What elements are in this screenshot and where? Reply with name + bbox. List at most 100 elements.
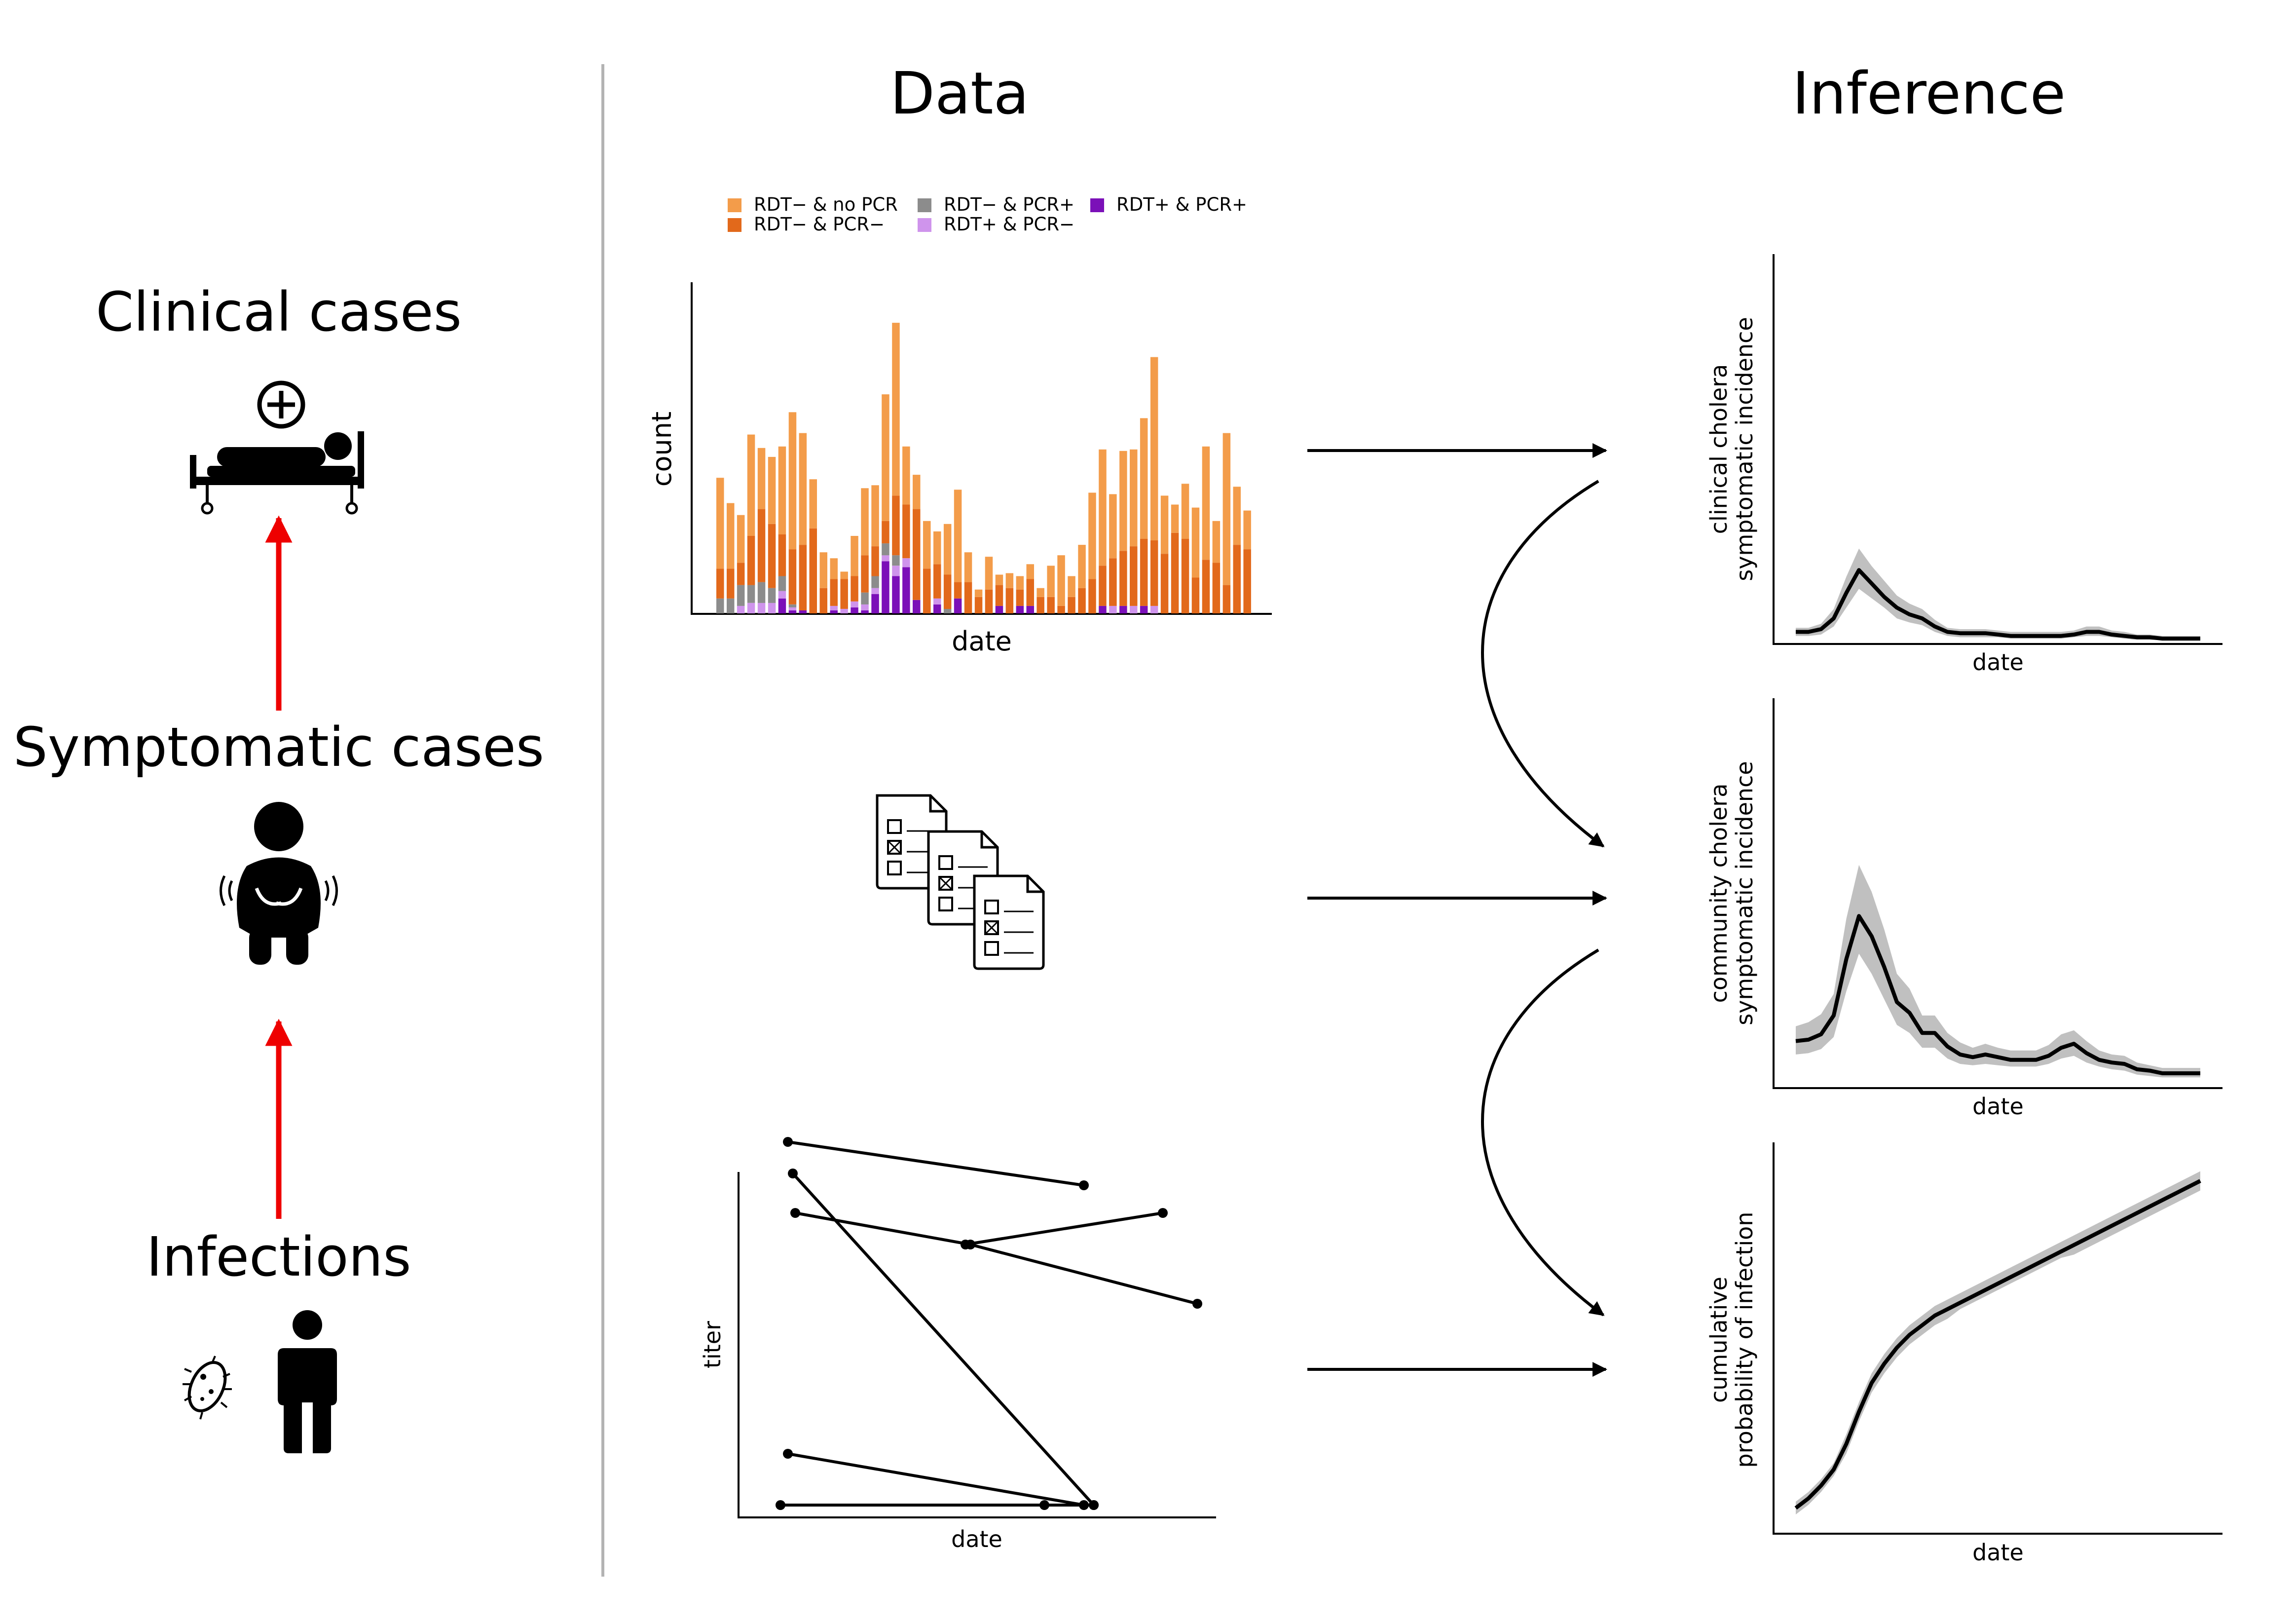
titer-point <box>1158 1208 1168 1218</box>
bar-segment <box>892 495 900 556</box>
bar-segment <box>1047 597 1055 613</box>
uncertainty-band <box>1796 548 2200 640</box>
bar-segment <box>778 598 786 613</box>
bar-segment <box>933 531 941 565</box>
bar-segment <box>799 545 807 610</box>
clinical-x-label: date <box>1972 649 2024 676</box>
bar-segment <box>757 603 766 613</box>
bar-segment <box>799 610 807 613</box>
bar-segment <box>1222 585 1231 613</box>
bar-segment <box>778 576 786 591</box>
bar-segment <box>768 588 776 603</box>
bar-segment <box>964 582 972 613</box>
bar-segment <box>995 585 1003 606</box>
bar-segment <box>788 607 797 610</box>
titer-point <box>788 1169 798 1178</box>
bar-segment <box>747 585 755 603</box>
bar-segment <box>871 594 879 613</box>
legend-swatch <box>728 218 741 232</box>
bar-chart: date count <box>646 282 1272 657</box>
person-icon <box>278 1310 337 1453</box>
legend-swatch <box>728 198 741 212</box>
bar-segment <box>1057 555 1065 606</box>
bar-segment <box>840 579 848 609</box>
bar-segment <box>757 509 766 582</box>
bar-segment <box>913 475 921 509</box>
median-line <box>1796 568 2200 641</box>
titer-point <box>783 1137 793 1147</box>
bar-segment <box>871 546 879 576</box>
titer-series-line <box>787 1140 1084 1187</box>
bar-segment <box>737 563 745 585</box>
bar-segment <box>768 524 776 588</box>
bar-segment <box>1119 551 1127 606</box>
bar-segment <box>1047 566 1055 597</box>
bar-segment <box>830 610 838 613</box>
clinical-cases-label: Clinical cases <box>96 280 462 343</box>
bar-segment <box>747 434 755 536</box>
bar-segment <box>778 534 786 576</box>
bar-segment <box>768 456 776 524</box>
bar-segment <box>943 524 952 575</box>
bar-segment <box>819 552 827 588</box>
bar-segment <box>737 515 745 563</box>
bar-segment <box>902 446 910 505</box>
bar-segment <box>809 479 817 529</box>
bar-segment <box>851 536 858 576</box>
bar-segment <box>1016 605 1024 613</box>
cumulative-x-label: date <box>1972 1539 2024 1566</box>
data-section-title: Data <box>890 59 1029 127</box>
titer-series-line <box>791 1172 1095 1507</box>
bar-segment <box>882 555 889 562</box>
bar-segment <box>861 555 869 593</box>
bar-segment <box>1109 605 1117 613</box>
bar-segment <box>1140 539 1148 606</box>
bar-segment <box>933 604 941 613</box>
bar-segment <box>923 521 931 569</box>
bar-segment <box>727 568 735 599</box>
bar-segment <box>727 503 735 569</box>
bar-segment <box>882 543 889 556</box>
bar-segment <box>882 561 889 613</box>
cumulative-infection-chart: date cumulative probability of infection <box>1705 1142 2222 1566</box>
bar-segment <box>1212 521 1221 563</box>
legend-label: RDT− & PCR− <box>754 214 885 235</box>
titer-point <box>961 1240 970 1249</box>
community-incidence-chart: date community cholera symptomatic incid… <box>1705 698 2222 1120</box>
titer-point <box>1039 1500 1049 1510</box>
bar-segment <box>1243 549 1251 613</box>
uncertainty-band <box>1796 1171 2200 1514</box>
bar-segment <box>913 509 921 600</box>
titer-point <box>1079 1180 1089 1190</box>
bar-segment <box>778 591 786 599</box>
uncertainty-band <box>1796 865 2200 1078</box>
bar-segment <box>1026 564 1034 579</box>
bar-segment <box>1005 588 1014 613</box>
community-y-label-line2: symptomatic incidence <box>1731 761 1758 1025</box>
bar-segment <box>1109 558 1117 606</box>
bar-segment <box>1016 576 1024 590</box>
bar-segment <box>737 605 745 613</box>
bar-segment <box>933 564 941 599</box>
bar-segment <box>1078 588 1086 613</box>
bar-segment <box>964 552 972 582</box>
bar-segment <box>1212 563 1221 613</box>
bar-segment <box>1016 589 1024 606</box>
bar-segment <box>882 521 889 544</box>
legend-swatch <box>918 198 931 212</box>
bar-segment <box>737 585 745 606</box>
titer-series-line <box>965 1211 1163 1246</box>
community-y-label-line1: community cholera <box>1705 784 1732 1003</box>
bar-segment <box>892 323 900 496</box>
titer-point <box>1192 1299 1202 1309</box>
bar-segment <box>954 582 962 599</box>
legend-label: RDT+ & PCR− <box>944 214 1074 235</box>
bar-segment <box>861 610 869 613</box>
bar-segment <box>871 485 879 547</box>
bar-segment <box>882 394 889 521</box>
bar-segment <box>902 567 910 613</box>
bar-segment <box>1005 573 1014 588</box>
bar-segment <box>913 600 921 613</box>
bar-segment <box>1099 605 1107 613</box>
bar-segment <box>1119 451 1127 551</box>
